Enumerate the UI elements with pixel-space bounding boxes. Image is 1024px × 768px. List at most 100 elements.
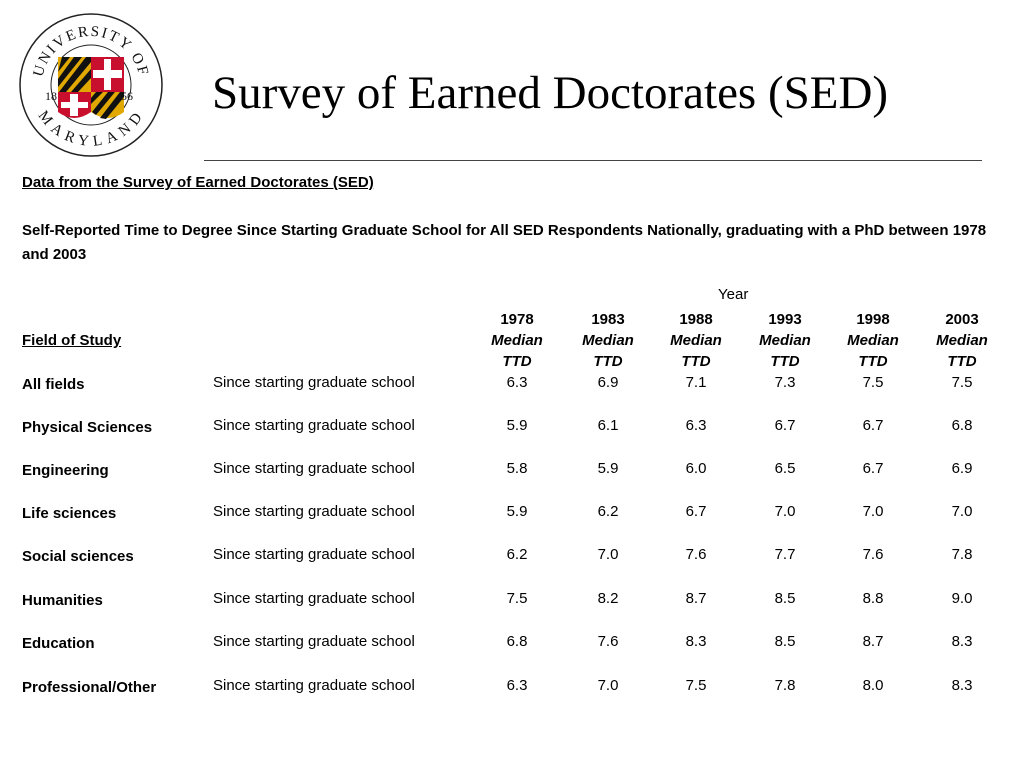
row-basis: Since starting graduate school bbox=[213, 460, 415, 477]
row-field: Professional/Other bbox=[22, 679, 157, 696]
column-label-ttd: TTD bbox=[947, 353, 977, 370]
row-value: 7.0 bbox=[597, 546, 619, 563]
row-value: 6.3 bbox=[506, 677, 528, 694]
row-value: 7.8 bbox=[774, 677, 796, 694]
table-row: Physical Sciences Since starting graduate… bbox=[0, 417, 1024, 447]
column-year: 1993 bbox=[768, 311, 802, 328]
row-field: Life sciences bbox=[22, 505, 117, 522]
row-basis: Since starting graduate school bbox=[213, 503, 415, 520]
row-value: 7.1 bbox=[685, 374, 707, 391]
row-value: 7.5 bbox=[951, 374, 973, 391]
row-basis: Since starting graduate school bbox=[213, 546, 415, 563]
row-value: 6.5 bbox=[774, 460, 796, 477]
row-value: 8.7 bbox=[685, 590, 707, 607]
column-label-ttd: TTD bbox=[858, 353, 888, 370]
row-value: 7.8 bbox=[951, 546, 973, 563]
row-value: 8.3 bbox=[951, 677, 973, 694]
maryland-flag-shield bbox=[58, 57, 124, 119]
row-value: 7.5 bbox=[506, 590, 528, 607]
row-value: 6.7 bbox=[862, 460, 884, 477]
row-basis: Since starting graduate school bbox=[213, 417, 415, 434]
year-group-header: Year bbox=[718, 286, 749, 303]
row-value: 8.0 bbox=[862, 677, 884, 694]
column-label-median: Median bbox=[670, 332, 722, 349]
column-year: 2003 bbox=[945, 311, 979, 328]
row-value: 6.9 bbox=[951, 460, 973, 477]
column-label-ttd: TTD bbox=[502, 353, 532, 370]
column-label-median: Median bbox=[491, 332, 543, 349]
row-value: 7.0 bbox=[862, 503, 884, 520]
row-value: 7.0 bbox=[774, 503, 796, 520]
row-value: 6.2 bbox=[597, 503, 619, 520]
row-value: 8.5 bbox=[774, 633, 796, 650]
row-value: 7.6 bbox=[597, 633, 619, 650]
row-value: 7.6 bbox=[685, 546, 707, 563]
section-heading: Data from the Survey of Earned Doctorate… bbox=[22, 174, 374, 191]
row-value: 8.8 bbox=[862, 590, 884, 607]
column-header: 1998 Median TTD bbox=[838, 309, 908, 372]
row-value: 8.3 bbox=[685, 633, 707, 650]
row-value: 6.9 bbox=[597, 374, 619, 391]
table-row: Professional/Other Since starting graduat… bbox=[0, 677, 1024, 707]
row-basis: Since starting graduate school bbox=[213, 633, 415, 650]
column-header: 1993 Median TTD bbox=[750, 309, 820, 372]
row-field: Social sciences bbox=[22, 548, 134, 565]
table-description: Self-Reported Time to Degree Since Start… bbox=[22, 222, 987, 263]
page-title: Survey of Earned Doctorates (SED) bbox=[212, 67, 889, 119]
row-value: 5.9 bbox=[597, 460, 619, 477]
column-header: 1978 Median TTD bbox=[482, 309, 552, 372]
row-field: Education bbox=[22, 635, 95, 652]
row-value: 5.9 bbox=[506, 417, 528, 434]
column-year: 1978 bbox=[500, 311, 534, 328]
column-year: 1998 bbox=[856, 311, 890, 328]
column-label-ttd: TTD bbox=[593, 353, 623, 370]
row-value: 8.7 bbox=[862, 633, 884, 650]
table-row: Education Since starting graduate school 6… bbox=[0, 633, 1024, 663]
row-value: 6.0 bbox=[685, 460, 707, 477]
row-basis: Since starting graduate school bbox=[213, 677, 415, 694]
row-value: 6.7 bbox=[862, 417, 884, 434]
row-value: 6.3 bbox=[506, 374, 528, 391]
university-seal-logo: UNIVERSITY OF MARYLAND 18 56 bbox=[19, 13, 163, 157]
seal-year-right: 56 bbox=[121, 89, 133, 103]
table-row: Humanities Since starting graduate school… bbox=[0, 590, 1024, 620]
table-row: All fields Since starting graduate school… bbox=[0, 374, 1024, 404]
row-value: 8.5 bbox=[774, 590, 796, 607]
row-value: 9.0 bbox=[951, 590, 973, 607]
column-year: 1988 bbox=[679, 311, 713, 328]
row-field: All fields bbox=[22, 376, 85, 393]
row-value: 8.2 bbox=[597, 590, 619, 607]
field-of-study-header: Field of Study bbox=[22, 332, 122, 349]
column-label-median: Median bbox=[759, 332, 811, 349]
column-label-median: Median bbox=[847, 332, 899, 349]
row-value: 7.6 bbox=[862, 546, 884, 563]
row-basis: Since starting graduate school bbox=[213, 590, 415, 607]
title-divider bbox=[204, 160, 982, 161]
column-year: 1983 bbox=[591, 311, 625, 328]
table-row: Social sciences Since starting graduate s… bbox=[0, 546, 1024, 576]
row-value: 7.5 bbox=[862, 374, 884, 391]
column-label-median: Median bbox=[582, 332, 634, 349]
row-value: 5.9 bbox=[506, 503, 528, 520]
row-field: Engineering bbox=[22, 462, 109, 479]
row-value: 6.7 bbox=[685, 503, 707, 520]
column-header: 1988 Median TTD bbox=[661, 309, 731, 372]
row-value: 5.8 bbox=[506, 460, 528, 477]
row-value: 7.0 bbox=[597, 677, 619, 694]
table-row: Life sciences Since starting graduate sch… bbox=[0, 503, 1024, 533]
row-value: 7.0 bbox=[951, 503, 973, 520]
row-value: 6.2 bbox=[506, 546, 528, 563]
column-label-median: Median bbox=[936, 332, 988, 349]
column-label-ttd: TTD bbox=[770, 353, 800, 370]
row-value: 6.8 bbox=[951, 417, 973, 434]
column-header: 2003 Median TTD bbox=[927, 309, 997, 372]
row-value: 6.1 bbox=[597, 417, 619, 434]
row-value: 8.3 bbox=[951, 633, 973, 650]
row-value: 6.3 bbox=[685, 417, 707, 434]
row-value: 7.5 bbox=[685, 677, 707, 694]
row-field: Physical Sciences bbox=[22, 419, 153, 436]
table-row: Engineering Since starting graduate schoo… bbox=[0, 460, 1024, 490]
row-value: 7.3 bbox=[774, 374, 796, 391]
row-value: 6.7 bbox=[774, 417, 796, 434]
row-value: 6.8 bbox=[506, 633, 528, 650]
